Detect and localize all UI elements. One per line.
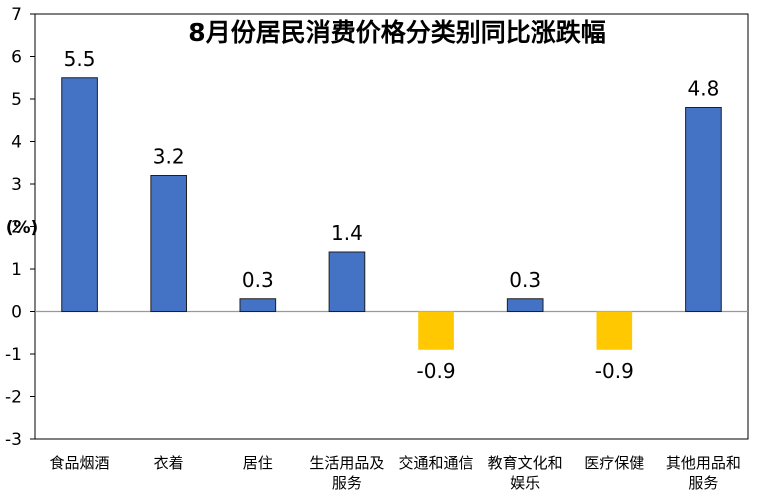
- y-tick-label: 0: [11, 303, 22, 323]
- category-label-5: 教育文化和: [488, 454, 563, 472]
- data-label-1: 3.2: [153, 145, 185, 169]
- category-label-7: 其他用品和: [666, 454, 741, 472]
- y-tick-label: 2: [11, 218, 22, 238]
- category-label-2: 居住: [243, 454, 273, 472]
- plot-area: [34, 13, 749, 440]
- y-tick-label: 6: [11, 48, 22, 68]
- chart-title: 8月份居民消费价格分类别同比涨跌幅: [188, 18, 605, 47]
- data-label-5: 0.3: [509, 268, 541, 292]
- category-label-1: 衣着: [154, 454, 184, 472]
- y-tick-label: 7: [11, 5, 22, 25]
- y-tick-label: 5: [11, 90, 22, 110]
- data-label-6: -0.9: [595, 359, 634, 383]
- y-tick-label: 4: [11, 133, 22, 153]
- category-label-6: 医疗保健: [584, 454, 644, 472]
- bar-3: [328, 251, 366, 312]
- data-label-0: 5.5: [64, 47, 96, 71]
- bar-1: [150, 175, 188, 312]
- bar-6: [596, 311, 633, 350]
- category-label-4: 交通和通信: [399, 454, 474, 472]
- data-label-4: -0.9: [417, 359, 456, 383]
- bar-7: [685, 107, 722, 312]
- category-label-3: 生活用品及: [309, 454, 384, 472]
- y-tick-label: -2: [5, 388, 22, 408]
- bar-4: [418, 311, 454, 350]
- y-tick-label: -3: [5, 430, 22, 450]
- y-tick-label: -1: [5, 345, 22, 365]
- category-label-5: 娱乐: [510, 474, 540, 492]
- y-axis-unit-label: (%): [6, 218, 39, 238]
- bar-0: [61, 77, 98, 312]
- category-label-7: 服务: [688, 474, 718, 492]
- category-label-0: 食品烟酒: [50, 454, 110, 472]
- data-label-3: 1.4: [331, 221, 363, 245]
- category-label-3: 服务: [332, 474, 362, 492]
- bar-2: [239, 298, 277, 312]
- y-tick-label: 1: [11, 260, 22, 280]
- bar-5: [506, 298, 544, 312]
- data-label-7: 4.8: [688, 77, 720, 101]
- data-label-2: 0.3: [242, 268, 274, 292]
- y-tick-label: 3: [11, 175, 22, 195]
